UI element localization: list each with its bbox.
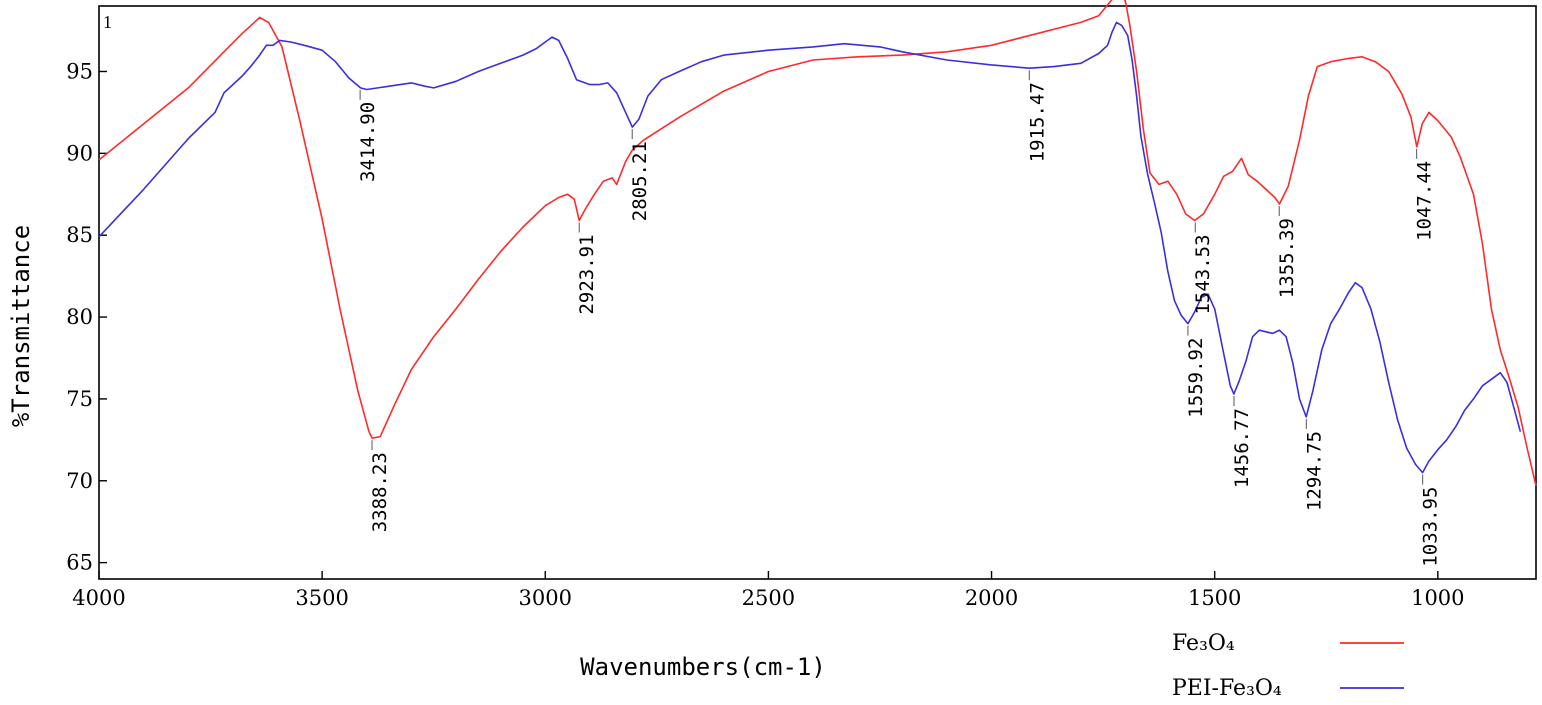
x-tick-label: 1500 [1188, 586, 1241, 610]
peak-label: 2923.91 [576, 234, 598, 314]
peak-labels: 3414.90 3388.23 2923.91 2805.21 1915.47 1559.… [357, 70, 1442, 567]
legend: Fe₃O₄ PEI-Fe₃O₄ [1172, 631, 1404, 701]
peak-label: 1033.95 [1420, 487, 1442, 567]
legend-label: Fe₃O₄ [1172, 631, 1235, 656]
peak-label: 1915.47 [1026, 82, 1048, 162]
peak-label: 1456.77 [1231, 408, 1253, 488]
peak-label: 1355.39 [1276, 218, 1298, 298]
y-tick-label: 90 [66, 141, 93, 165]
x-tick-label: 1000 [1411, 586, 1464, 610]
y-tick-label: 75 [66, 387, 93, 411]
x-tick-label: 2000 [965, 586, 1018, 610]
x-tick-label: 3000 [519, 586, 572, 610]
y-axis: 65 70 75 80 85 90 95 [66, 59, 107, 575]
y-axis-title: %Transmittance [7, 225, 35, 427]
peak-label: 1559.92 [1185, 338, 1207, 418]
y-tick-label: 85 [66, 223, 93, 247]
peak-label: 1543.53 [1192, 234, 1214, 314]
peak-label: 1294.75 [1303, 431, 1325, 511]
series-layer [98, 0, 1537, 486]
y-tick-label: 70 [66, 469, 93, 493]
x-axis: 4000 3500 3000 2500 2000 1500 1000 [72, 571, 1465, 610]
x-axis-title: Wavenumbers(cm-1) [580, 653, 826, 681]
y-tick-label: 80 [66, 305, 93, 329]
plot-frame [98, 5, 1537, 580]
peak-label: 2805.21 [629, 141, 651, 221]
x-tick-label: 4000 [72, 586, 125, 610]
x-tick-label: 3500 [295, 586, 348, 610]
series-line-fe3o4 [98, 0, 1537, 486]
peak-label: 3414.90 [357, 102, 379, 182]
corner-mark: 1 [103, 12, 112, 32]
y-tick-label: 95 [66, 59, 93, 83]
peak-label: 1047.44 [1414, 161, 1436, 241]
peak-label: 3388.23 [369, 452, 391, 532]
x-tick-label: 2500 [742, 586, 795, 610]
legend-label: PEI-Fe₃O₄ [1172, 676, 1282, 701]
y-tick-label: 65 [66, 551, 93, 575]
series-line-pei-fe3o4 [98, 21, 1522, 474]
